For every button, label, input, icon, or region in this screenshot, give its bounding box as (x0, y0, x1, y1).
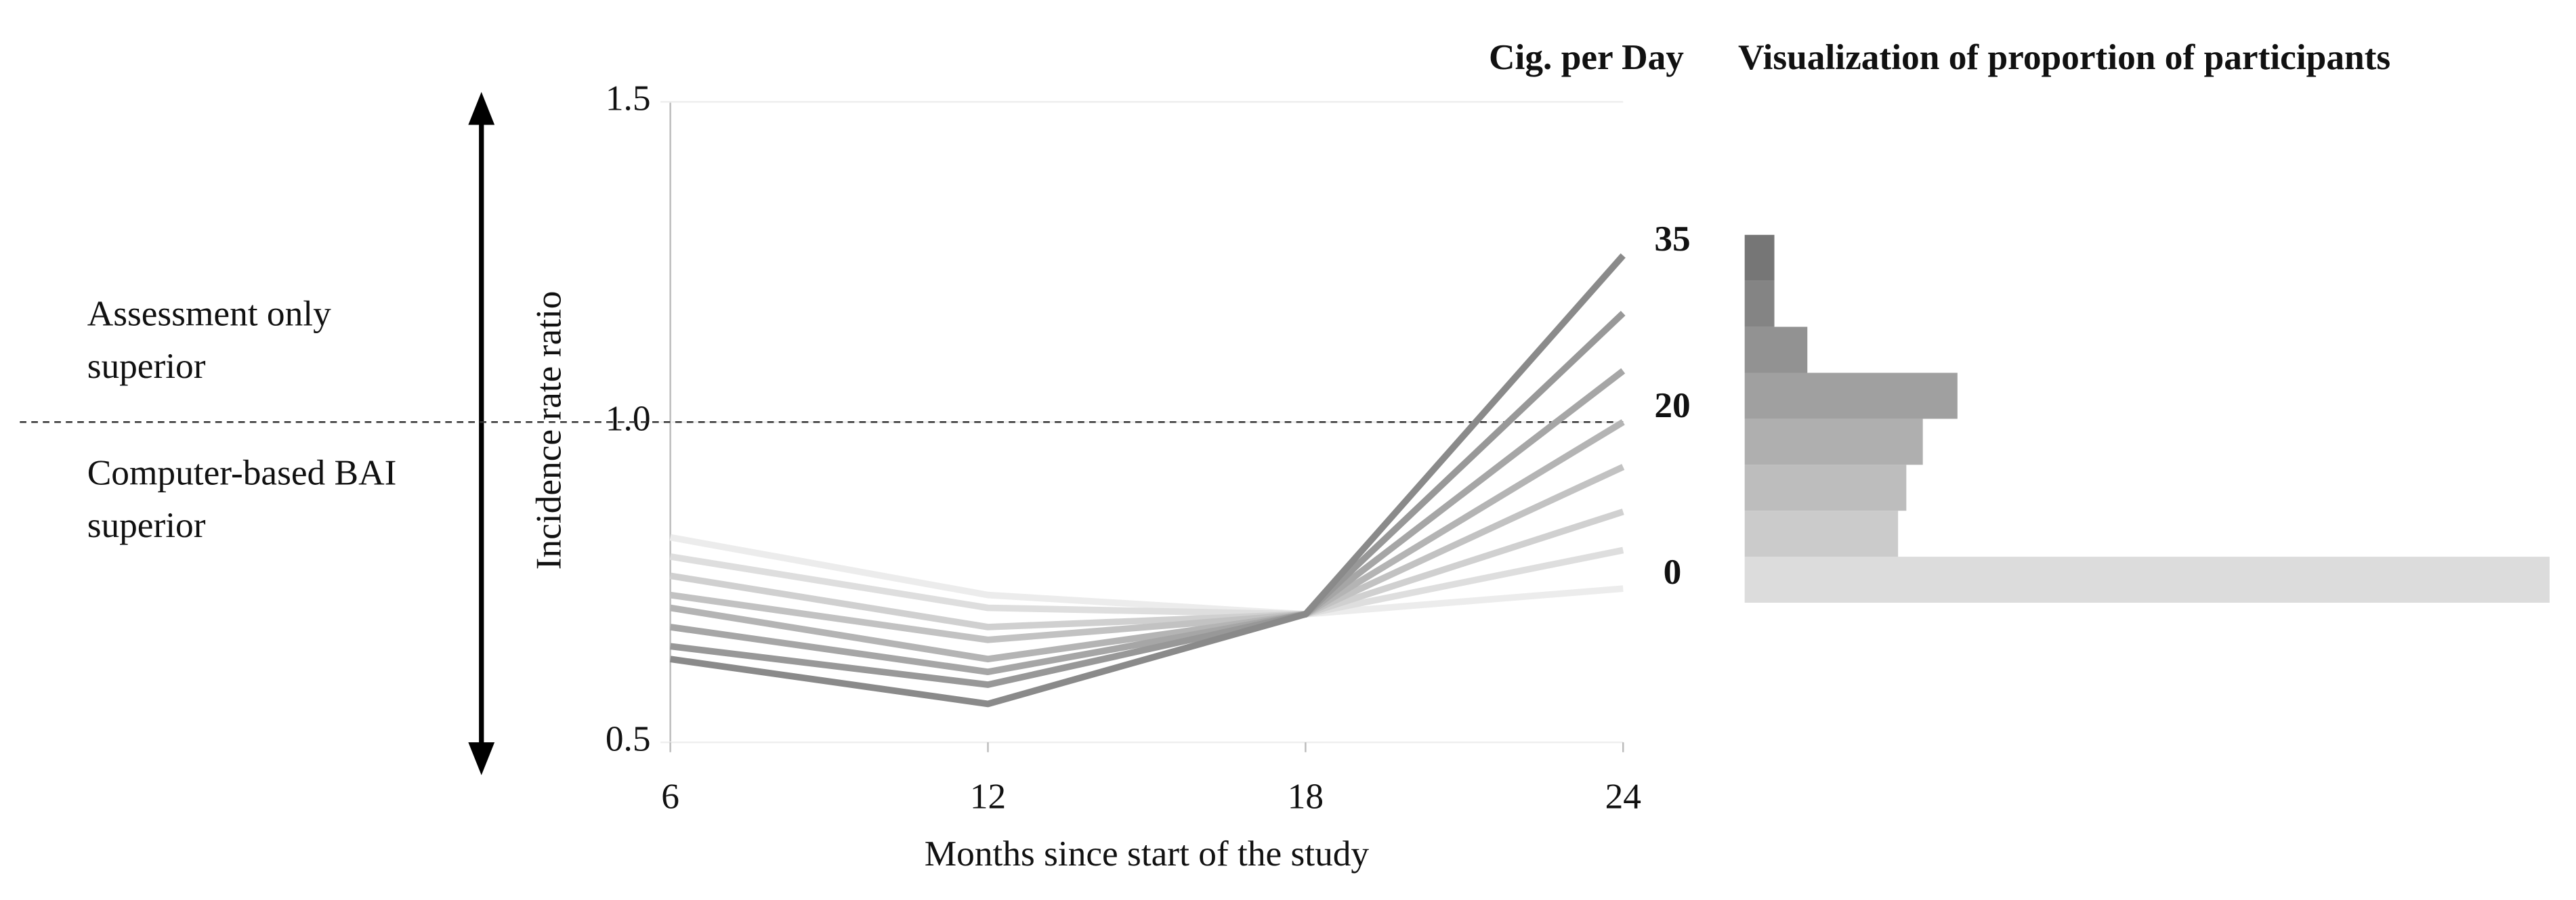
arrow-head (468, 742, 495, 775)
x-tick-label: 24 (1605, 775, 1641, 816)
arrow-head (468, 91, 495, 125)
series-line (670, 310, 1626, 688)
bar (1744, 511, 1899, 557)
bar (1744, 557, 2550, 603)
series-line (669, 419, 1625, 663)
bar (1744, 372, 1958, 419)
annotation: superior (87, 345, 206, 386)
series-line (669, 464, 1625, 643)
series-line (669, 509, 1624, 630)
bar (1744, 280, 1775, 327)
x-tick-label: 18 (1288, 775, 1324, 816)
y-axis-label: Incidence rate ratio (528, 291, 568, 570)
legend-label: 35 (1654, 218, 1690, 259)
bar (1744, 465, 1907, 511)
annotation: Assessment only (87, 293, 331, 333)
series-line (669, 253, 1626, 708)
y-tick-label: 0.5 (606, 718, 651, 758)
bar (1744, 419, 1923, 465)
series-line (669, 534, 1624, 618)
series-line (669, 547, 1624, 618)
legend-label: 20 (1654, 385, 1690, 425)
y-tick-label: 1.0 (606, 398, 651, 439)
annotation: superior (87, 505, 206, 545)
legend-label: 0 (1664, 551, 1682, 592)
x-tick-label: 12 (970, 775, 1006, 816)
legend-title: Cig. per Day (1489, 37, 1684, 77)
bar (1744, 234, 1775, 281)
series-line (669, 368, 1626, 675)
annotation: Computer-based BAI (87, 452, 397, 493)
bar (1744, 326, 1808, 373)
panel-title: Visualization of proportion of participa… (1738, 37, 2390, 77)
x-tick-label: 6 (661, 775, 679, 816)
x-axis-label: Months since start of the study (925, 833, 1370, 874)
y-tick-label: 1.5 (606, 78, 651, 119)
